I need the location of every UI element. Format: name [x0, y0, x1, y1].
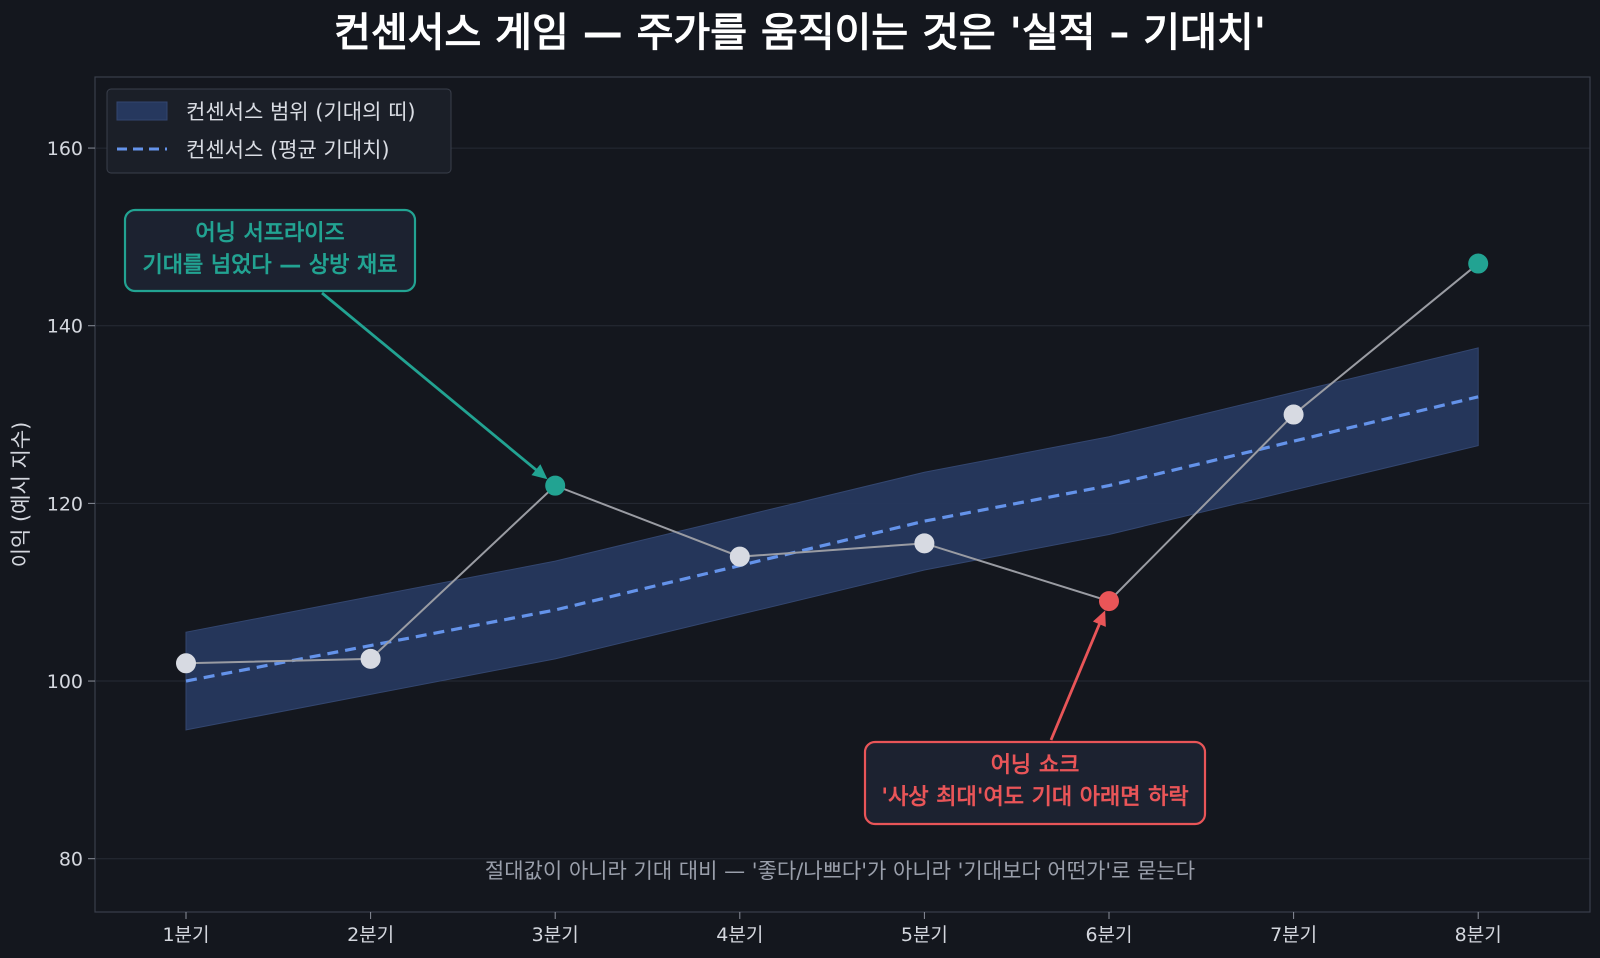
y-axis: 80 100 120 140 160: [47, 138, 95, 871]
x-tick-label: 5분기: [901, 924, 948, 946]
x-tick-label: 3분기: [532, 924, 579, 946]
legend-label-band: 컨센서스 범위 (기대의 띠): [186, 100, 416, 124]
actual-point: [1283, 404, 1304, 425]
actual-point: [360, 648, 381, 669]
actual-point: [1099, 591, 1119, 612]
x-tick-label: 6분기: [1085, 924, 1132, 946]
annotation-arrowhead: [531, 464, 548, 480]
annotation-text: '사상 최대'여도 기대 아래면 하락: [881, 785, 1188, 810]
consensus-band-area: [185, 347, 1479, 731]
y-tick-label: 100: [47, 671, 83, 693]
y-axis-label: 이익 (예시 지수): [9, 422, 33, 568]
annotation-box: [863, 740, 1207, 826]
y-tick-label: 160: [47, 138, 83, 160]
y-tick-label: 140: [47, 316, 83, 338]
plot-frame: [94, 76, 1591, 913]
x-tick-label: 2분기: [347, 924, 394, 946]
x-tick-label: 8분기: [1455, 924, 1502, 946]
legend-label-consensus: 컨센서스 (평균 기대치): [186, 138, 390, 162]
annotation-text: 어닝 쇼크: [991, 753, 1080, 778]
actual-point: [1468, 253, 1489, 274]
annotation-arrow: [1049, 615, 1105, 741]
annotation-text: 기대를 넘었다 — 상방 재료: [142, 253, 397, 278]
chart-note: 절대값이 아니라 기대 대비 — '좋다/나쁘다'가 아니라 '기대보다 어떤가…: [485, 859, 1195, 883]
legend-swatch-band: [116, 101, 168, 121]
actual-point: [545, 475, 566, 496]
annotation-text: 어닝 서프라이즈: [195, 221, 344, 246]
annotation-box: [123, 208, 417, 293]
x-tick-label: 1분기: [162, 924, 209, 946]
x-tick-label: 7분기: [1270, 924, 1317, 946]
legend: 컨센서스 범위 (기대의 띠) 컨센서스 (평균 기대치): [106, 88, 452, 174]
consensus-line: [185, 395, 1479, 683]
chart-title: 컨센서스 게임 — 주가를 움직이는 것은 '실적 – 기대치': [334, 10, 1266, 56]
actual-line: [185, 262, 1479, 665]
actual-point: [176, 653, 196, 674]
actual-line-group: [176, 253, 1489, 674]
y-tick-label: 80: [59, 849, 83, 871]
annotation-arrowhead: [1092, 610, 1106, 627]
legend-box: [106, 88, 452, 174]
annotation-arrow: [321, 291, 544, 477]
x-tick-label: 4분기: [716, 924, 763, 946]
consensus-band: [185, 347, 1479, 731]
x-axis: 1분기 2분기 3분기 4분기 5분기 6분기 7분기 8분기: [162, 912, 1502, 946]
consensus-line-group: [185, 395, 1479, 683]
actual-point: [914, 533, 935, 554]
actual-point: [729, 546, 750, 567]
y-tick-label: 120: [47, 493, 83, 515]
